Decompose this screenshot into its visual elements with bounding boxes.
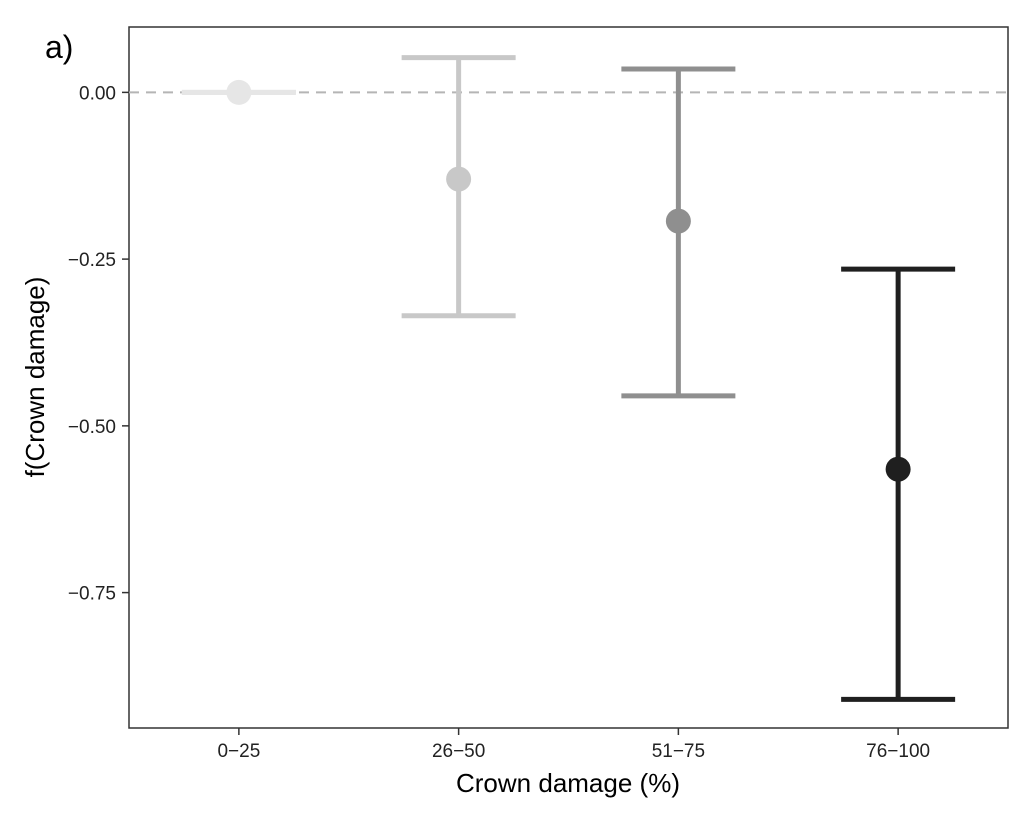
x-tick-label: 0−25 bbox=[217, 741, 260, 762]
y-tick-label: −0.50 bbox=[68, 417, 116, 438]
panel-label: a) bbox=[45, 29, 73, 65]
estimate-group bbox=[621, 66, 736, 399]
x-tick-label: 51−75 bbox=[652, 741, 705, 762]
y-tick-label: −0.75 bbox=[68, 584, 116, 605]
y-axis-title: f(Crown damage) bbox=[20, 277, 50, 478]
y-tick-label: −0.25 bbox=[68, 250, 116, 271]
estimate-series bbox=[181, 55, 956, 702]
estimate-point bbox=[665, 208, 691, 234]
x-axis-title: Crown damage (%) bbox=[456, 768, 680, 798]
x-tick-label: 76−100 bbox=[866, 741, 930, 762]
estimate-group bbox=[841, 266, 956, 702]
estimate-point bbox=[446, 166, 472, 192]
x-axis: 0−25 26−50 51−75 76−100 bbox=[217, 728, 930, 762]
x-tick-label: 26−50 bbox=[432, 741, 485, 762]
estimate-point bbox=[885, 456, 911, 482]
estimate-group bbox=[401, 55, 516, 319]
plot-panel bbox=[128, 26, 1009, 729]
estimate-point bbox=[226, 79, 252, 105]
y-axis: 0.00 −0.25 −0.50 −0.75 bbox=[68, 83, 129, 605]
y-tick-label: 0.00 bbox=[79, 83, 116, 104]
estimate-group bbox=[181, 79, 296, 105]
